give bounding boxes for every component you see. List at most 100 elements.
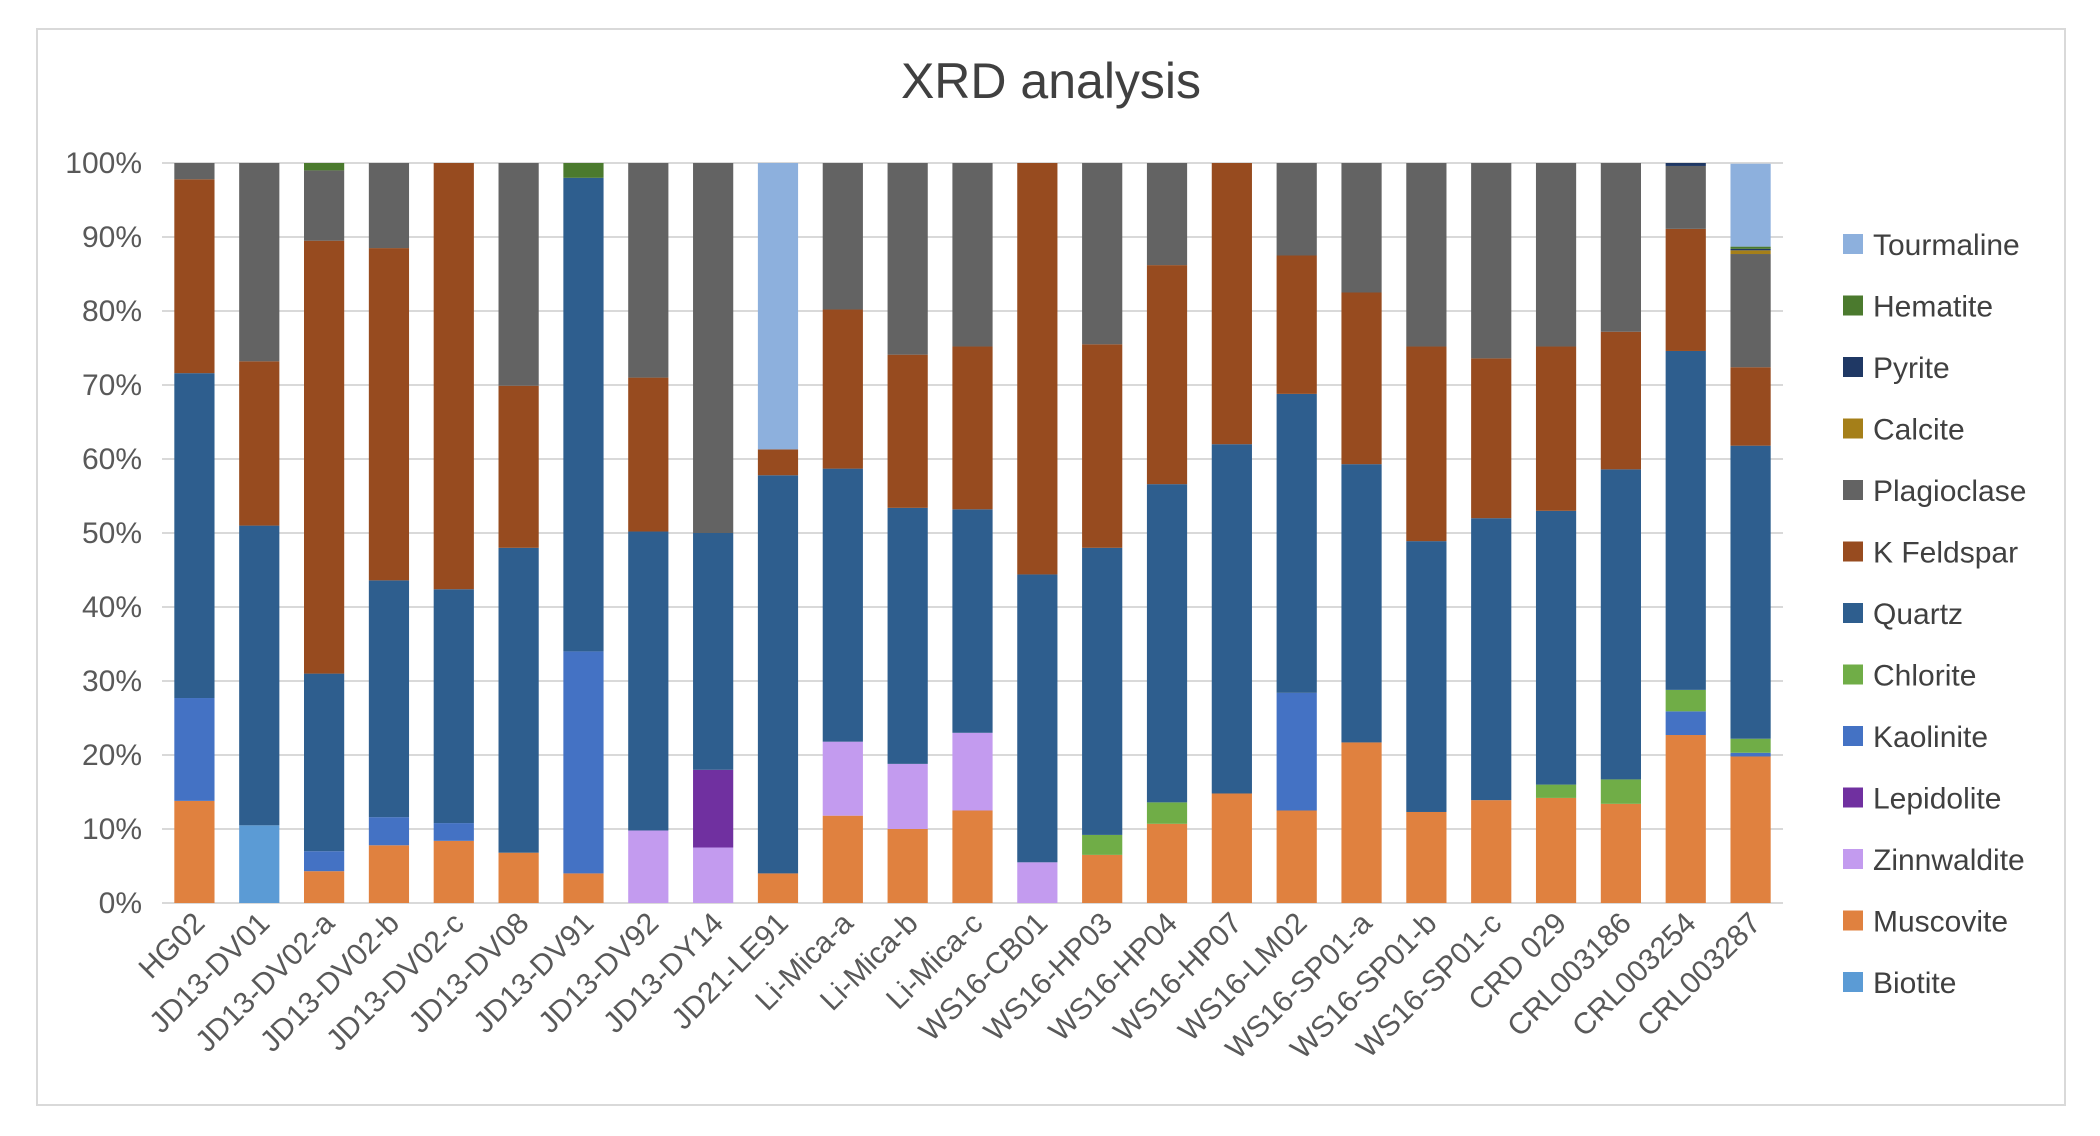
bar-segment: [433, 823, 474, 841]
bar-segment: [239, 825, 280, 903]
legend-swatch: [1843, 849, 1863, 869]
y-tick-label: 0%: [99, 887, 142, 920]
legend-label: Calcite: [1873, 414, 1965, 447]
bar-segment: [887, 829, 928, 903]
bar-segment: [1535, 784, 1577, 798]
bar-segment: [174, 698, 215, 801]
bar-segment: [1276, 163, 1317, 256]
bar-segment: [952, 509, 993, 733]
bar-segment: [1146, 265, 1188, 485]
legend-swatch: [1843, 234, 1863, 254]
bar-segment: [433, 589, 474, 824]
bar-segment: [1535, 163, 1577, 347]
bar-segment: [563, 873, 604, 903]
bar-segment: [239, 361, 280, 526]
bar-segment: [1730, 445, 1771, 739]
legend-swatch: [1843, 664, 1863, 685]
bar-segment: [1276, 255, 1317, 394]
bar-segment: [887, 763, 928, 829]
legend-label: Chlorite: [1873, 660, 1976, 693]
bar-segment: [1535, 510, 1577, 785]
bar-segment: [563, 177, 604, 652]
bar-segment: [174, 179, 215, 374]
bar-segment: [1730, 248, 1771, 251]
bar-segment: [757, 449, 799, 476]
y-tick-label: 80%: [82, 295, 142, 328]
bar-segment: [693, 769, 734, 848]
bar-segment: [1730, 254, 1771, 368]
legend-label: Zinnwaldite: [1873, 844, 2025, 877]
bar-segment: [1730, 752, 1771, 757]
bar-segment: [498, 852, 539, 903]
bar-segment: [952, 810, 993, 903]
bar-segment: [303, 240, 345, 674]
bar-segment: [952, 732, 993, 811]
bar-segment: [303, 673, 345, 852]
legend-label: Pyrite: [1873, 352, 1950, 385]
bar-segment: [1600, 331, 1642, 470]
y-tick-label: 90%: [82, 221, 142, 254]
bar-segment: [1665, 350, 1706, 690]
y-tick-label: 10%: [82, 813, 142, 846]
bar-segment: [498, 385, 539, 548]
bar-segment: [1665, 735, 1706, 903]
bar-segment: [1276, 810, 1317, 903]
bar-segment: [563, 651, 604, 874]
bar-segment: [1341, 163, 1382, 293]
bar-segment: [1146, 163, 1188, 266]
bar-segment: [1406, 163, 1447, 347]
bar-segment: [174, 373, 215, 699]
bar-segment: [1017, 862, 1058, 903]
bar-segment: [757, 873, 799, 903]
legend: Tourmaline Hematite Pyrite Calcite Plagiocla…: [1843, 229, 2026, 1000]
y-tick-label: 30%: [82, 665, 142, 698]
bar-segment: [952, 163, 993, 347]
bar-segment: [1082, 163, 1123, 345]
chart-title: XRD analysis: [900, 53, 1202, 109]
bar-segment: [952, 346, 993, 510]
bar-segment: [433, 163, 474, 590]
bar-segment: [1665, 689, 1706, 712]
bar-segment: [1211, 444, 1252, 794]
legend-label: Hematite: [1873, 291, 1993, 324]
legend-swatch: [1843, 787, 1863, 808]
bar-segment: [174, 163, 215, 180]
bar-segment: [1146, 802, 1188, 824]
bar-segment: [1730, 246, 1771, 249]
bar-segment: [822, 468, 863, 742]
bar-segment: [1276, 393, 1317, 693]
y-tick-label: 40%: [82, 591, 142, 624]
bar-segment: [822, 815, 863, 903]
bar-segment: [303, 170, 345, 241]
bar-segment: [1406, 541, 1447, 812]
bar-segment: [498, 163, 539, 386]
bar-segment: [1665, 165, 1706, 229]
bar-segment: [1082, 547, 1123, 835]
bar-segment: [368, 248, 410, 581]
bar-segment: [757, 163, 799, 450]
bar-segment: [1211, 793, 1252, 903]
legend-swatch: [1843, 480, 1863, 500]
legend-label: Quartz: [1873, 598, 1963, 631]
bar-segment: [887, 507, 928, 764]
bar-segment: [368, 580, 410, 818]
legend-swatch: [1843, 295, 1863, 316]
y-tick-label: 60%: [82, 443, 142, 476]
bar-segment: [368, 163, 410, 249]
bar-segment: [1600, 469, 1642, 780]
bar-segment: [1406, 346, 1447, 542]
bar-segment: [1665, 163, 1706, 166]
bar-segment: [1471, 358, 1512, 519]
bar-segment: [498, 547, 539, 853]
bar-segment: [1406, 811, 1447, 903]
bar-segment: [1082, 854, 1123, 903]
bar-segment: [433, 840, 474, 903]
bar-segment: [303, 163, 345, 171]
bar-segment: [628, 163, 669, 378]
bar-segment: [1146, 823, 1188, 903]
bar-segment: [1276, 692, 1317, 811]
legend-label: Lepidolite: [1873, 783, 2001, 816]
bar-segment: [757, 475, 799, 874]
bar-segment: [822, 163, 863, 310]
bar-segment: [303, 851, 345, 872]
